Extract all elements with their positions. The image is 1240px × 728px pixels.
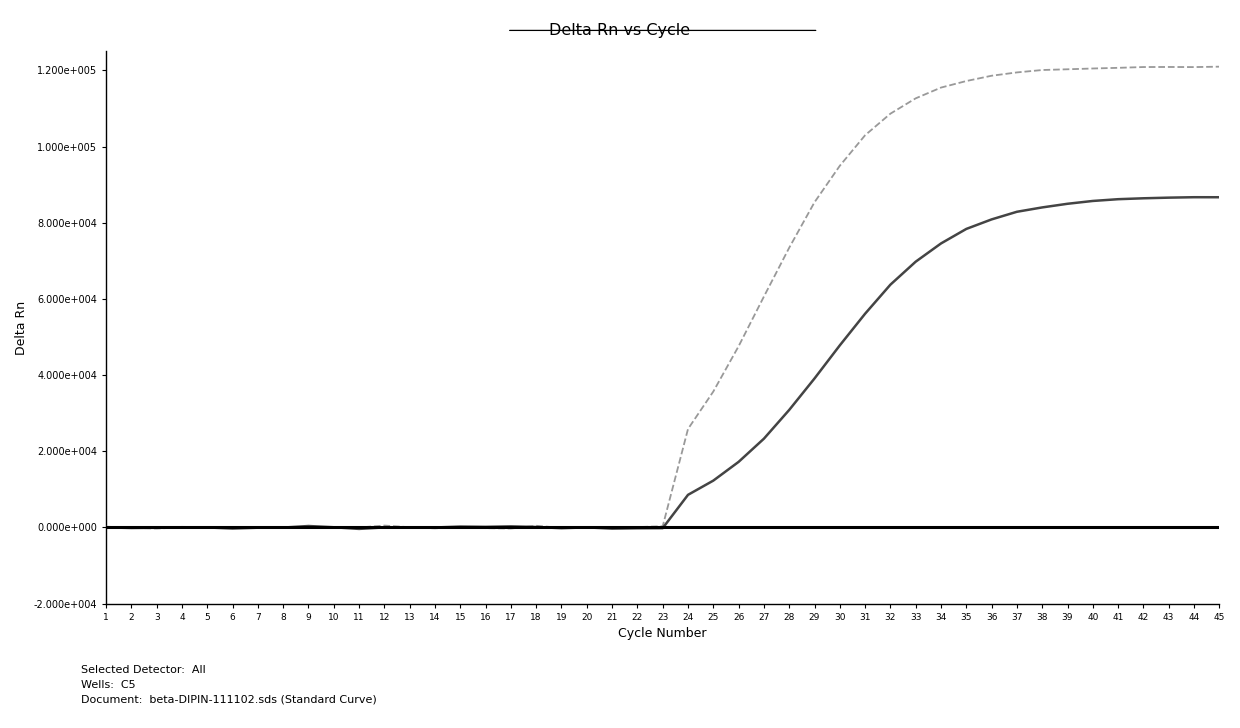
X-axis label: Cycle Number: Cycle Number (619, 628, 707, 640)
Text: Document:  beta-DIPIN-111102.sds (Standard Curve): Document: beta-DIPIN-111102.sds (Standar… (81, 695, 377, 705)
Y-axis label: Delta Rn: Delta Rn (15, 301, 29, 355)
Text: Selected Detector:  All: Selected Detector: All (81, 665, 206, 676)
Text: Delta Rn vs Cycle: Delta Rn vs Cycle (549, 23, 691, 39)
Text: Wells:  C5: Wells: C5 (81, 680, 135, 690)
